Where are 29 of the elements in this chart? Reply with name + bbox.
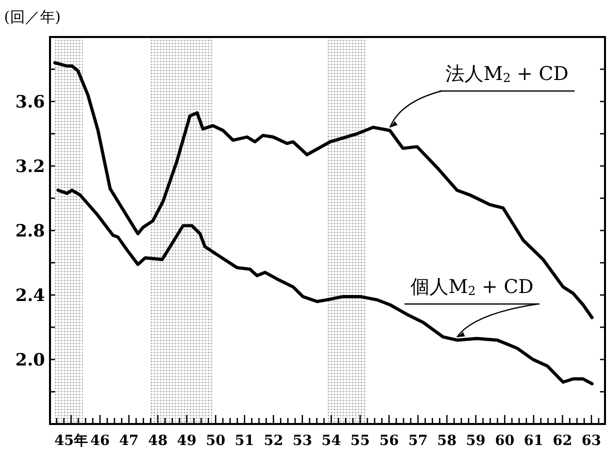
x-tick-label: 56 bbox=[379, 433, 399, 449]
y-tick-label: 2.8 bbox=[15, 222, 45, 242]
x-tick-label: 52 bbox=[264, 433, 284, 449]
x-tick-label: 45年 bbox=[54, 433, 88, 449]
x-tick-label: 46 bbox=[90, 433, 110, 449]
x-tick-label: 63 bbox=[582, 433, 602, 449]
x-tick-label: 61 bbox=[524, 433, 544, 449]
x-tick-label: 53 bbox=[292, 433, 312, 449]
x-tick-label: 49 bbox=[176, 433, 196, 449]
line-series bbox=[53, 61, 594, 320]
y-axis-title: (回／年) bbox=[4, 8, 61, 26]
x-tick-label: 57 bbox=[408, 433, 428, 449]
x-tick-label: 50 bbox=[206, 433, 226, 449]
x-tick-label: 62 bbox=[552, 433, 572, 449]
y-tick-label: 3.2 bbox=[15, 157, 45, 177]
x-tick-label: 47 bbox=[119, 433, 139, 449]
line-series bbox=[56, 188, 594, 386]
x-tick-label: 48 bbox=[148, 433, 168, 449]
x-tick-label: 55 bbox=[350, 433, 370, 449]
y-tick-label: 3.6 bbox=[15, 92, 45, 112]
legend-label: 法人M$_{2}$ + CD bbox=[445, 63, 569, 85]
series-label: 個人M$_{2}$ + CD bbox=[410, 276, 534, 298]
y-tick-label: 2.0 bbox=[15, 350, 46, 370]
y-tick-label: 2.4 bbox=[15, 286, 46, 306]
x-tick-label: 54 bbox=[322, 433, 342, 449]
x-tick-label: 51 bbox=[234, 433, 254, 449]
x-tick-label: 58 bbox=[437, 433, 457, 449]
x-tick-label: 60 bbox=[494, 433, 515, 449]
x-tick-label: 59 bbox=[466, 433, 486, 449]
